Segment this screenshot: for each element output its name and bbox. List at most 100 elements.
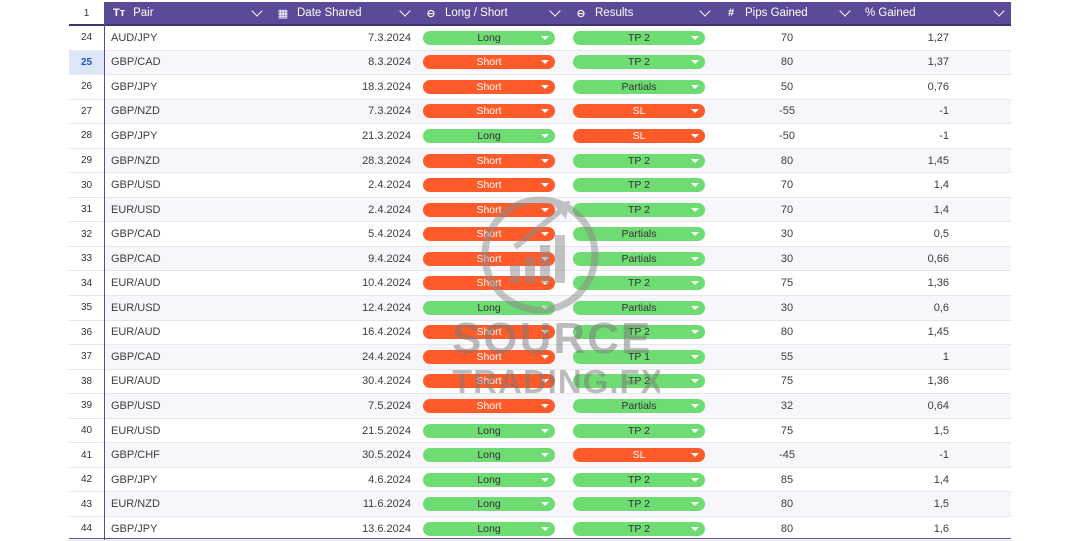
cell-pair[interactable]: GBP/CAD (111, 56, 161, 69)
cell-pct-gained[interactable]: 1,4 (933, 203, 949, 216)
cell-results[interactable]: TP 2 (567, 26, 717, 50)
dropdown-arrow-icon[interactable] (691, 35, 699, 40)
cell-pair[interactable]: GBP/CAD (111, 228, 161, 241)
table-row[interactable]: 41 GBP/CHF 30.5.2024 Long SL -45 -1 (69, 443, 1011, 468)
cell-pair[interactable]: EUR/USD (111, 424, 161, 437)
cell-pct-gained[interactable]: 0,64 (927, 399, 949, 412)
cell-pips-gained[interactable]: -45 (779, 449, 795, 462)
cell-pips-gained[interactable]: 85 (780, 473, 794, 486)
table-row[interactable]: 31 EUR/USD 2.4.2024 Short TP 2 70 1,4 (69, 197, 1011, 223)
cell-results[interactable]: Partials (567, 296, 717, 320)
cell-results[interactable]: SL (567, 443, 717, 467)
dropdown-arrow-icon[interactable] (691, 158, 699, 163)
cell-long-short[interactable]: Short (417, 222, 567, 246)
cell-pips-gained[interactable]: 70 (780, 31, 794, 44)
cell-pips-gained[interactable]: 80 (780, 154, 794, 167)
direction-chip[interactable]: Short (423, 202, 555, 217)
cell-pips-gained[interactable]: 70 (780, 203, 794, 216)
cell-results[interactable]: TP 2 (567, 468, 717, 492)
cell-pair[interactable]: GBP/USD (111, 399, 161, 412)
cell-long-short[interactable]: Long (417, 517, 567, 541)
direction-chip[interactable]: Long (423, 521, 555, 536)
cell-date-shared[interactable]: 2.4.2024 (368, 179, 411, 192)
dropdown-arrow-icon[interactable] (691, 354, 699, 359)
dropdown-arrow-icon[interactable] (541, 453, 549, 458)
cell-pips-gained[interactable]: 80 (780, 498, 794, 511)
row-number[interactable]: 25 (69, 50, 105, 75)
cell-pct-gained[interactable]: 1,6 (933, 522, 949, 535)
result-chip[interactable]: SL (573, 448, 705, 463)
direction-chip[interactable]: Short (423, 79, 555, 94)
dropdown-arrow-icon[interactable] (691, 84, 699, 89)
dropdown-arrow-icon[interactable] (691, 60, 699, 65)
cell-pct-gained[interactable]: 1 (942, 350, 949, 363)
dropdown-arrow-icon[interactable] (541, 330, 549, 335)
cell-pips-gained[interactable]: 75 (780, 277, 794, 290)
cell-date-shared[interactable]: 5.4.2024 (368, 228, 411, 241)
direction-chip[interactable]: Short (423, 325, 555, 340)
cell-long-short[interactable]: Long (417, 492, 567, 516)
dropdown-arrow-icon[interactable] (691, 428, 699, 433)
row-number[interactable]: 42 (69, 467, 105, 492)
cell-pct-gained[interactable]: 0,6 (933, 301, 949, 314)
dropdown-arrow-icon[interactable] (541, 60, 549, 65)
cell-pips-gained[interactable]: 30 (780, 301, 794, 314)
cell-results[interactable]: TP 2 (567, 517, 717, 541)
result-chip[interactable]: Partials (573, 251, 705, 266)
cell-date-shared[interactable]: 7.3.2024 (368, 31, 411, 44)
table-row[interactable]: 29 GBP/NZD 28.3.2024 Short TP 2 80 1,45 (69, 148, 1011, 174)
row-number[interactable]: 39 (69, 394, 105, 418)
dropdown-arrow-icon[interactable] (541, 133, 549, 138)
direction-chip[interactable]: Short (423, 227, 555, 242)
cell-date-shared[interactable]: 7.5.2024 (368, 399, 411, 412)
row-number[interactable]: 37 (69, 345, 105, 369)
cell-date-shared[interactable]: 10.4.2024 (362, 277, 411, 290)
dropdown-arrow-icon[interactable] (541, 232, 549, 237)
cell-long-short[interactable]: Long (417, 124, 567, 148)
column-header-pair[interactable]: Tт Pair (105, 2, 269, 24)
cell-pct-gained[interactable]: 0,66 (927, 252, 949, 265)
dropdown-arrow-icon[interactable] (691, 330, 699, 335)
cell-pair[interactable]: EUR/USD (111, 301, 161, 314)
table-row[interactable]: 37 GBP/CAD 24.4.2024 Short TP 1 55 1 (69, 345, 1011, 370)
cell-results[interactable]: SL (567, 124, 717, 148)
table-row[interactable]: 43 EUR/NZD 11.6.2024 Long TP 2 80 1,5 (69, 492, 1011, 517)
dropdown-arrow-icon[interactable] (541, 477, 549, 482)
cell-pair[interactable]: EUR/NZD (111, 498, 160, 511)
cell-pair[interactable]: GBP/CAD (111, 350, 161, 363)
cell-long-short[interactable]: Short (417, 149, 567, 173)
dropdown-arrow-icon[interactable] (691, 256, 699, 261)
dropdown-arrow-icon[interactable] (691, 379, 699, 384)
cell-long-short[interactable]: Long (417, 296, 567, 320)
cell-results[interactable]: TP 2 (567, 370, 717, 394)
chevron-down-icon[interactable] (399, 5, 411, 17)
cell-long-short[interactable]: Short (417, 247, 567, 271)
dropdown-arrow-icon[interactable] (691, 232, 699, 237)
result-chip[interactable]: Partials (573, 398, 705, 413)
table-row[interactable]: 38 EUR/AUD 30.4.2024 Short TP 2 75 1,36 (69, 369, 1011, 395)
cell-long-short[interactable]: Short (417, 100, 567, 124)
cell-pips-gained[interactable]: 30 (780, 252, 794, 265)
cell-pct-gained[interactable]: 1,4 (933, 473, 949, 486)
table-row[interactable]: 32 GBP/CAD 5.4.2024 Short Partials 30 0,5 (69, 222, 1011, 247)
row-number[interactable]: 35 (69, 296, 105, 320)
cell-date-shared[interactable]: 7.3.2024 (368, 105, 411, 118)
dropdown-arrow-icon[interactable] (691, 453, 699, 458)
cell-pair[interactable]: GBP/JPY (111, 473, 158, 486)
table-row[interactable]: 34 EUR/AUD 10.4.2024 Short TP 2 75 1,36 (69, 271, 1011, 297)
cell-date-shared[interactable]: 12.4.2024 (362, 301, 411, 314)
row-number[interactable]: 27 (69, 99, 105, 124)
row-number[interactable]: 44 (69, 516, 105, 541)
cell-results[interactable]: TP 2 (567, 419, 717, 443)
dropdown-arrow-icon[interactable] (541, 35, 549, 40)
result-chip[interactable]: SL (573, 104, 705, 119)
table-row[interactable]: 39 GBP/USD 7.5.2024 Short Partials 32 0,64 (69, 394, 1011, 419)
direction-chip[interactable]: Short (423, 104, 555, 119)
cell-pips-gained[interactable]: 55 (780, 350, 794, 363)
direction-chip[interactable]: Long (423, 472, 555, 487)
result-chip[interactable]: TP 2 (573, 521, 705, 536)
cell-results[interactable]: TP 2 (567, 271, 717, 295)
dropdown-arrow-icon[interactable] (691, 281, 699, 286)
chevron-down-icon[interactable] (699, 5, 711, 17)
direction-chip[interactable]: Long (423, 300, 555, 315)
